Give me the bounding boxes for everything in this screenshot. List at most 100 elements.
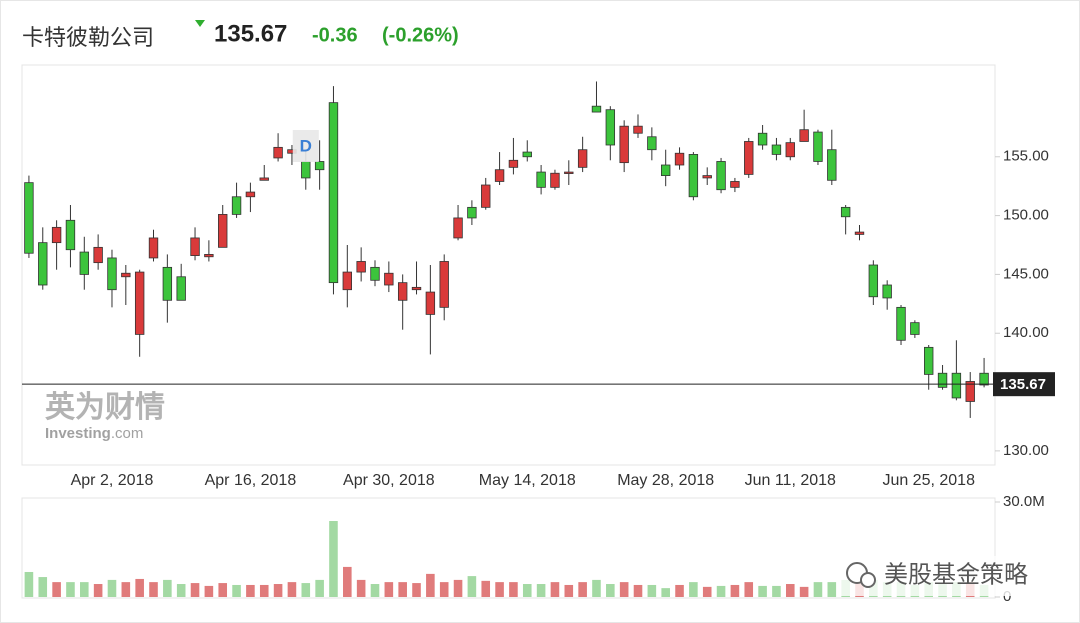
volume-bar	[301, 583, 311, 597]
volume-bar	[633, 584, 643, 597]
candle-body	[799, 129, 809, 142]
y-tick-label: 130.00	[1003, 442, 1049, 459]
volume-bar	[661, 588, 670, 597]
event-marker-box	[292, 130, 319, 162]
watermark-en-main: Investing	[45, 425, 111, 442]
volume-tick-label: 0	[1003, 588, 1011, 605]
volume-bar	[315, 579, 324, 597]
volume-bar	[481, 580, 491, 597]
volume-bar	[135, 578, 144, 597]
candle-body	[910, 322, 920, 335]
plot-frame	[21, 64, 996, 466]
y-tick-label: 150.00	[1003, 207, 1049, 224]
candle-body	[93, 246, 103, 264]
x-tick-label: May 28, 2018	[617, 472, 714, 489]
candle-body	[757, 132, 768, 146]
volume-bar	[592, 579, 601, 597]
volume-frame	[21, 497, 996, 599]
candle-body	[453, 217, 463, 239]
candle-body	[619, 125, 629, 164]
candle-body	[965, 381, 975, 402]
candle-body	[827, 149, 837, 181]
stock-name: 卡特彼勒公司	[22, 25, 154, 50]
change: -0.36	[312, 24, 358, 46]
volume-bar	[246, 584, 255, 597]
volume-bar	[522, 584, 532, 597]
candle-body	[411, 286, 422, 291]
volume-bar	[329, 521, 338, 597]
candle-body	[605, 109, 616, 146]
candle-body	[384, 272, 394, 286]
candle-body	[259, 177, 269, 181]
candle-body	[370, 266, 380, 281]
candle-body	[854, 231, 865, 235]
x-tick-label: Apr 2, 2018	[71, 472, 154, 489]
candle-body	[813, 131, 823, 162]
price: 135.67	[214, 20, 287, 47]
change-pct: (-0.26%)	[382, 24, 459, 46]
volume-bar	[509, 582, 518, 597]
candle-body	[730, 181, 740, 188]
volume-bar	[536, 584, 546, 597]
volume-bar	[619, 582, 629, 597]
volume-bar	[259, 584, 269, 597]
candle-body	[176, 276, 186, 301]
candle-body	[522, 151, 532, 158]
candle-body	[65, 219, 76, 251]
candle-body	[38, 242, 48, 286]
volume-bar	[578, 582, 587, 597]
candle-body	[536, 171, 546, 188]
candle-body	[190, 237, 200, 256]
volume-bar	[730, 584, 740, 597]
x-tick-label: Jun 11, 2018	[745, 472, 836, 489]
account-bg	[840, 556, 1050, 596]
x-tick-label: Apr 30, 2018	[343, 472, 435, 489]
volume-bar	[273, 584, 283, 597]
candle-body	[24, 182, 34, 254]
volume-bar	[356, 579, 366, 597]
volume-bar	[758, 585, 767, 597]
volume-bar	[176, 584, 186, 597]
candle-body	[328, 102, 339, 284]
volume-bar	[204, 585, 214, 597]
volume-bar	[66, 582, 75, 597]
candle-body	[771, 144, 782, 155]
candle-body	[162, 266, 173, 301]
candle-body	[494, 169, 505, 182]
candle-body	[425, 291, 436, 315]
volume-bar	[163, 579, 172, 597]
volume-bar	[52, 582, 61, 597]
volume-bar	[412, 583, 421, 597]
last-price-label: 135.67	[1000, 376, 1046, 393]
volume-bar	[439, 582, 449, 597]
candle-body	[647, 136, 657, 151]
volume-bar	[24, 571, 34, 597]
x-tick-label: May 14, 2018	[479, 472, 576, 489]
volume-bar	[716, 585, 726, 597]
candle-body	[301, 161, 311, 179]
wechat-icon-small	[860, 572, 876, 588]
account-name: 美股基金策略	[884, 561, 1028, 588]
candle-body	[51, 226, 62, 244]
x-tick-label: Jun 25, 2018	[882, 472, 975, 489]
candle-body	[134, 271, 145, 335]
volume-bar	[647, 584, 657, 597]
volume-bar	[606, 584, 615, 597]
volume-bar	[495, 582, 504, 597]
volume-bar	[38, 577, 48, 597]
candle-body	[785, 142, 795, 158]
volume-bar	[426, 573, 435, 597]
candle-body	[439, 261, 449, 308]
volume-bar	[467, 576, 477, 597]
event-marker: D	[300, 136, 312, 155]
volume-bar	[827, 582, 837, 597]
candle-body	[633, 125, 643, 134]
volume-bar	[370, 584, 380, 597]
volume-bar	[550, 582, 560, 597]
candle-body	[924, 346, 934, 375]
candle-body	[564, 171, 574, 174]
candle-body	[245, 191, 256, 198]
x-tick-label: Apr 16, 2018	[205, 472, 297, 489]
candle-body	[148, 237, 159, 259]
candle-body	[979, 372, 989, 386]
